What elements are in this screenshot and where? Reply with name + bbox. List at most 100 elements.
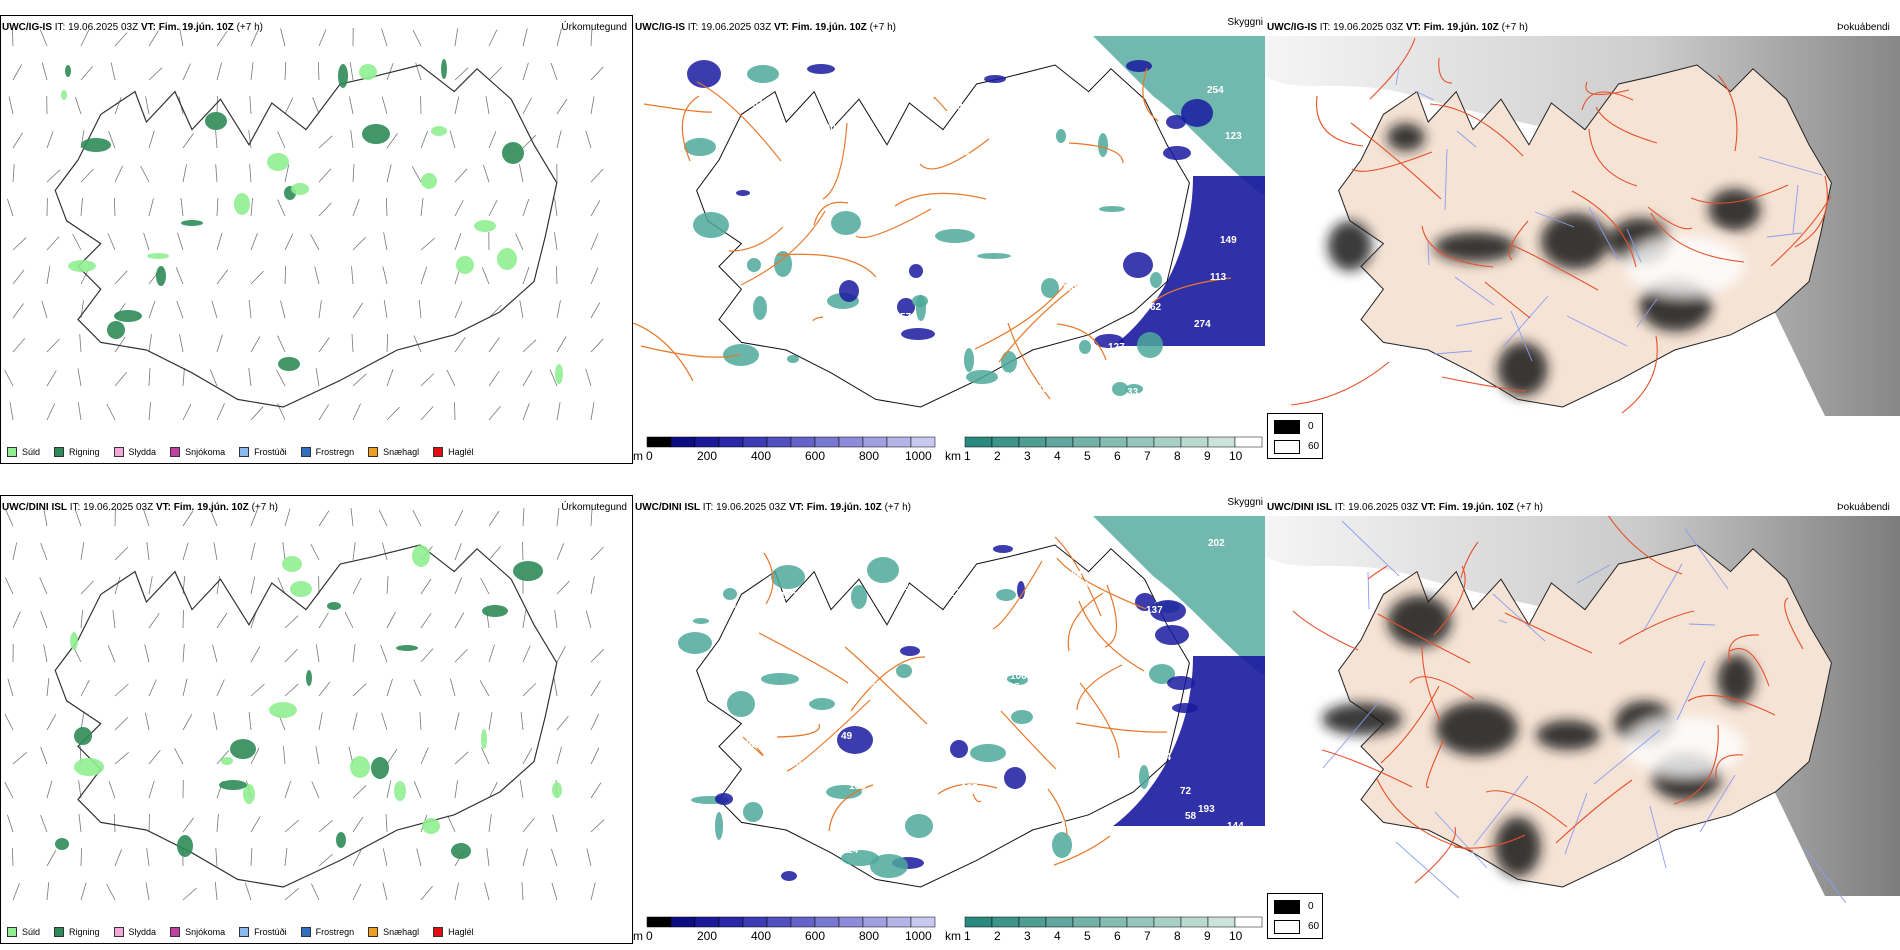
wind-barb	[352, 816, 364, 833]
wind-barb	[284, 97, 294, 115]
road	[937, 783, 998, 795]
visibility-area	[1098, 133, 1108, 157]
wind-barb	[108, 131, 116, 149]
road	[758, 632, 849, 684]
road	[1555, 779, 1633, 844]
river	[1766, 232, 1803, 238]
wind-barb	[556, 130, 562, 149]
precip-area	[421, 173, 437, 189]
cloudbase-value: 208	[1065, 165, 1082, 176]
wind-barb	[488, 405, 501, 421]
visibility-area	[1079, 340, 1091, 354]
cloudbase-value: 84	[1160, 752, 1172, 763]
wind-barb	[556, 300, 561, 319]
visibility-area	[1172, 703, 1198, 713]
wind-barb	[590, 338, 604, 353]
wind-barb	[352, 403, 361, 421]
cloudbase-value: 72	[1180, 786, 1192, 797]
wind-barb	[114, 547, 129, 561]
visibility-area	[747, 258, 761, 272]
wind-barb	[420, 578, 432, 595]
wind-barb	[318, 135, 333, 149]
wind-barb	[108, 780, 116, 799]
wind-barb	[488, 781, 498, 799]
colorbar-swatch	[766, 916, 792, 928]
wind-barb	[386, 62, 394, 81]
wind-barb	[209, 509, 218, 527]
wind-barb	[78, 814, 82, 833]
visibility-area	[1094, 334, 1124, 348]
visibility-area	[841, 850, 879, 866]
road	[998, 283, 1079, 363]
road	[1729, 648, 1770, 687]
road	[1453, 834, 1526, 849]
cloudbase-value: 84	[1071, 570, 1083, 581]
visibility-area	[743, 802, 763, 822]
wind-barb	[590, 27, 593, 47]
legend-label: Frostúði	[254, 447, 287, 457]
road	[844, 646, 928, 725]
river	[1564, 792, 1588, 855]
wind-barb	[554, 232, 558, 251]
wind-barb	[556, 508, 560, 527]
cloudbase-value: 193	[1198, 804, 1215, 815]
wind-barb	[182, 133, 194, 149]
wind-barb	[352, 302, 364, 319]
panel-header: UWC/IG-IS IT: 19.06.2025 03Z VT: Fim. 19…	[635, 22, 896, 34]
visibility-area	[809, 698, 835, 710]
river-network	[1322, 520, 1847, 904]
wind-barb	[280, 300, 286, 319]
wind-barb	[488, 67, 502, 81]
wind-barbs	[4, 507, 605, 901]
legend-label: Frostregn	[315, 927, 355, 937]
precip-area	[81, 138, 111, 152]
visibility-area	[1056, 129, 1066, 143]
colorbar-swatch	[1180, 436, 1209, 448]
wind-barb	[46, 130, 54, 149]
road	[1075, 722, 1168, 733]
river	[1456, 130, 1477, 148]
road	[933, 96, 948, 112]
wind-barb	[277, 131, 286, 149]
road	[1350, 122, 1442, 200]
wind-barb	[486, 848, 490, 867]
wind-barb	[488, 29, 498, 47]
tick-label: 3	[1024, 449, 1031, 463]
visibility-area	[787, 355, 799, 363]
road	[1673, 724, 1719, 805]
cloudbase-value: 62	[916, 700, 928, 711]
precip-legend-item: Snæhagl	[368, 927, 419, 937]
legend-swatch	[170, 927, 181, 937]
wind-barb	[454, 780, 458, 799]
wind-barb	[148, 613, 160, 629]
wind-barb	[519, 164, 524, 183]
wind-barb	[12, 269, 25, 285]
road	[894, 192, 987, 207]
tick-label: 6	[1114, 929, 1121, 943]
cloudbase-value: 149	[1048, 151, 1065, 162]
cloudbase-value: 137	[1143, 702, 1160, 713]
wind-barb	[209, 369, 218, 387]
wind-barb	[80, 847, 82, 867]
wind-barb	[284, 233, 294, 251]
road	[776, 723, 821, 738]
visibility-area	[996, 589, 1016, 601]
road	[776, 253, 877, 278]
visibility-area	[774, 251, 792, 277]
wind-barb	[12, 237, 27, 251]
wind-barb	[317, 61, 320, 81]
precip-area	[234, 193, 250, 215]
precip-legend: Súld Rigning Slydda Snjókoma Frostúði Frostre…	[7, 447, 474, 457]
wind-barb	[550, 62, 558, 81]
wind-barb	[215, 847, 218, 867]
wind-barb	[284, 819, 299, 833]
wind-barb	[216, 232, 223, 251]
road-network	[633, 67, 1232, 400]
wind-barb	[12, 132, 23, 149]
wind-barb	[556, 746, 562, 765]
cloudbase-labels: 350 77 226 208 390 254 274 151 66 108 22 97 65 46 62 11…	[707, 53, 1242, 398]
road	[1460, 541, 1479, 579]
lead-time: (+7 h)	[1501, 22, 1528, 33]
fog-area	[1322, 703, 1403, 736]
wind-barb	[352, 542, 356, 561]
